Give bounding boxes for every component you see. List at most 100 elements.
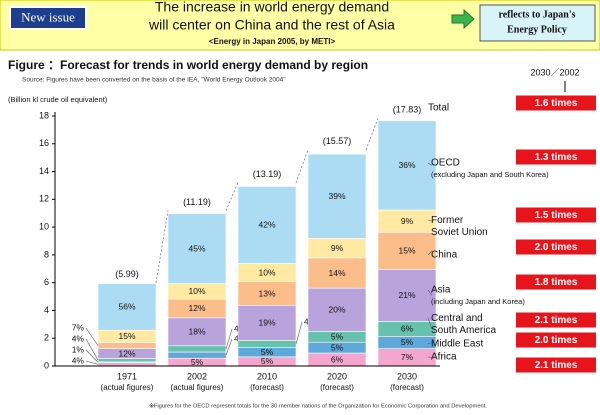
- y-tick-label: 18: [39, 110, 49, 120]
- value-label: 10%: [188, 286, 205, 296]
- x-sublabel: (forecast): [250, 383, 284, 392]
- value-label: 5%: [331, 342, 344, 352]
- value-label: 10%: [258, 267, 275, 277]
- footnote: ※Figures for the OECD represent totals f…: [149, 403, 487, 410]
- leader: [427, 250, 433, 256]
- bar-segment: [167, 345, 227, 353]
- headline: The increase in world energy demand: [155, 0, 389, 15]
- source: Source: Figures have been converted on t…: [22, 77, 286, 84]
- value-label: 13%: [258, 288, 275, 298]
- value-label: 45%: [188, 243, 205, 253]
- ratio: 2.1 times: [535, 360, 578, 371]
- bar-segment: [167, 351, 227, 359]
- x-sublabel: (forecast): [320, 383, 354, 392]
- bar-segment: [307, 287, 367, 332]
- bar-segment: [97, 283, 157, 331]
- value-label: 5%: [261, 356, 274, 366]
- arrow: [451, 8, 475, 30]
- x-tick-label: 2010: [257, 371, 277, 381]
- legend-label: Former Soviet Union: [431, 215, 488, 238]
- ratio-box: [516, 332, 596, 348]
- connector: [295, 149, 309, 183]
- value-label: 4%: [72, 333, 85, 343]
- x-sublabel: (actual figures): [101, 383, 154, 392]
- leader: [427, 162, 433, 166]
- leader: [295, 321, 303, 345]
- value-label: 12%: [118, 348, 135, 358]
- value-label: 14%: [328, 268, 345, 278]
- y-tick-label: 12: [39, 194, 49, 204]
- total-label: (5.99): [115, 269, 139, 279]
- ratio-box: [516, 312, 596, 328]
- total-name: Total: [428, 103, 449, 114]
- headline: will center on China and the rest of Asi…: [148, 17, 395, 33]
- y-tick-label: 4: [44, 305, 49, 315]
- legend-label: Central and South America: [431, 313, 496, 336]
- bar-segment: [237, 305, 297, 341]
- connector: [365, 118, 379, 150]
- legend-label: OECD: [431, 158, 460, 169]
- value-label: 6%: [401, 324, 414, 334]
- bar-segment: [237, 340, 297, 348]
- bar-segment: [237, 186, 297, 264]
- value-label: 15%: [118, 331, 135, 341]
- value-label: 6%: [331, 354, 344, 364]
- value-label: 5%: [401, 337, 414, 347]
- value-label: 21%: [398, 290, 415, 300]
- connector: [225, 182, 239, 211]
- ratio-box: [516, 149, 596, 165]
- x-sublabel: (actual figures): [171, 383, 224, 392]
- legend-label: China: [431, 250, 458, 261]
- leader: [427, 289, 433, 296]
- ratio: 1.3 times: [535, 152, 578, 163]
- legend-note: (excluding Japan and South Korea): [431, 170, 549, 179]
- total-label: (11.19): [183, 197, 211, 207]
- policy-box: [479, 4, 596, 42]
- bar-segment: [167, 317, 227, 347]
- ratio: 2.0 times: [535, 335, 578, 346]
- legend-note: (including Japan and Korea): [431, 297, 525, 306]
- ratio-box: [516, 95, 596, 111]
- leader: [427, 342, 433, 345]
- ratio: 1.6 times: [535, 98, 578, 109]
- bar-segment: [377, 231, 437, 270]
- value-label: 5%: [331, 332, 344, 342]
- value-label: 15%: [398, 246, 415, 256]
- bar-segment: [307, 153, 367, 239]
- y-tick-label: 10: [39, 221, 49, 231]
- value-label: 12%: [188, 303, 205, 313]
- total-label: (15.57): [323, 136, 352, 146]
- ratio-header: 2030／2002: [530, 67, 579, 77]
- y-tick-label: 6: [44, 277, 49, 287]
- leader: [85, 338, 99, 361]
- value-label: 20%: [328, 305, 345, 315]
- total-label: (13.19): [253, 169, 282, 179]
- badge: New issue: [21, 9, 75, 24]
- ratio: 2.1 times: [535, 315, 578, 326]
- y-tick-label: 8: [44, 249, 49, 259]
- ratio: 1.8 times: [535, 277, 578, 288]
- leader: [85, 360, 99, 365]
- value-label: 36%: [398, 160, 415, 170]
- x-tick-label: 1971: [117, 371, 137, 381]
- chart-title: Figure ：Forecast for trends in world ene…: [8, 58, 368, 72]
- value-label: 56%: [118, 302, 135, 312]
- legend-label: Africa: [431, 352, 457, 363]
- value-label: 5%: [191, 357, 204, 367]
- policy: Energy Policy: [507, 24, 567, 35]
- bar-segment: [377, 120, 437, 211]
- bar-segment: [97, 342, 157, 349]
- bar-segment: [377, 269, 437, 322]
- value-label: 4%: [72, 355, 85, 365]
- bar-segment: [307, 257, 367, 289]
- ratio: 1.5 times: [535, 210, 578, 221]
- leader: [85, 349, 99, 363]
- reference: <Energy in Japan 2005, by METI>: [209, 37, 336, 46]
- ratio-box: [516, 274, 596, 290]
- x-tick-label: 2020: [327, 371, 347, 381]
- y-tick-label: 16: [39, 138, 49, 148]
- leader: [225, 338, 233, 356]
- value-label: 7%: [401, 352, 414, 362]
- leader: [225, 328, 233, 349]
